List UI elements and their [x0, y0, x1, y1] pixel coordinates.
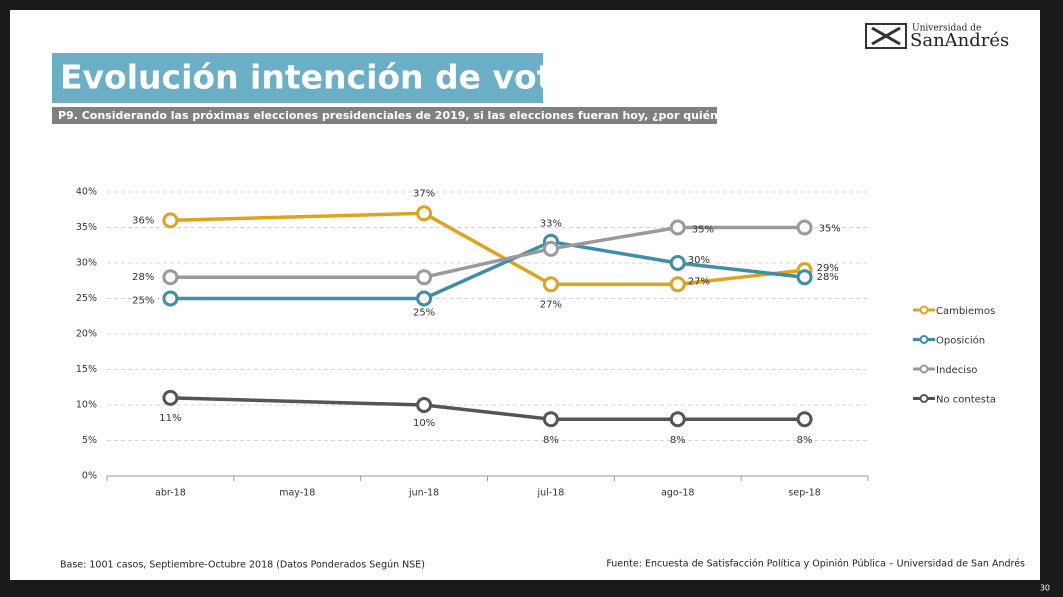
logo-line1: Universidad de	[912, 24, 981, 34]
data-label: 35%	[692, 225, 714, 236]
legend-label: No contesta	[936, 395, 996, 406]
series-line	[423, 247, 552, 279]
marker	[162, 212, 179, 229]
y-tick-label: 20%	[76, 329, 97, 340]
data-label: 35%	[819, 224, 841, 235]
y-tick-label: 35%	[76, 222, 97, 233]
legend-marker	[919, 335, 929, 344]
marker	[796, 219, 813, 236]
marker	[162, 290, 179, 307]
title: Evolución intención de voto	[60, 58, 575, 97]
marker	[542, 411, 559, 428]
data-label: 29%	[817, 263, 839, 274]
subtitle-box	[52, 107, 717, 124]
logo-mark	[865, 23, 907, 49]
data-label: 30%	[688, 255, 710, 266]
y-tick-label: 30%	[76, 258, 97, 269]
y-tick-label: 40%	[76, 187, 97, 198]
x-tick-label: sep-18	[788, 488, 820, 499]
marker	[162, 269, 179, 286]
series-line	[423, 211, 552, 286]
x-tick-label: may-18	[279, 488, 315, 499]
title-box	[52, 53, 543, 103]
data-label: 8%	[797, 435, 813, 446]
data-label: 36%	[132, 215, 154, 226]
marker	[162, 389, 179, 406]
marker	[416, 269, 433, 286]
legend-label: Cambiemos	[936, 306, 995, 317]
series-line	[170, 396, 425, 407]
subtitle: P9. Considerando las próximas elecciones…	[58, 109, 779, 122]
data-label: 25%	[132, 296, 154, 307]
y-tick-label: 0%	[82, 471, 97, 482]
y-tick-label: 5%	[82, 435, 97, 446]
data-label: 28%	[132, 272, 154, 283]
y-tick-label: 10%	[76, 400, 97, 411]
marker	[542, 240, 559, 257]
series-line	[550, 225, 679, 251]
marker	[669, 255, 686, 271]
y-tick-label: 15%	[76, 364, 97, 375]
marker	[416, 205, 433, 222]
marker	[669, 411, 686, 428]
series-line	[677, 261, 805, 279]
x-tick-label: ago-18	[661, 488, 694, 499]
marker	[416, 397, 433, 413]
data-label: 25%	[413, 308, 435, 319]
legend-label: Indeciso	[936, 365, 977, 376]
marker	[669, 276, 686, 293]
data-label: 33%	[540, 219, 562, 230]
series-line	[423, 403, 552, 421]
x-tick-label: abr-18	[155, 488, 186, 499]
legend-marker	[919, 394, 929, 403]
series-line	[423, 240, 552, 301]
footer-source: Fuente: Encuesta de Satisfacción Polític…	[606, 559, 1025, 570]
data-label: 8%	[670, 435, 686, 446]
logo-cross	[871, 26, 901, 46]
data-label: 11%	[159, 413, 181, 424]
series-line	[170, 211, 425, 223]
legend-marker	[919, 364, 929, 374]
data-label: 27%	[688, 276, 710, 287]
footer-base: Base: 1001 casos, Septiembre-Octubre 201…	[60, 560, 425, 571]
data-label: 37%	[413, 188, 435, 199]
marker	[416, 290, 433, 307]
data-label: 27%	[540, 299, 562, 310]
marker	[796, 411, 813, 428]
legend-marker	[919, 305, 929, 315]
data-label: 28%	[817, 272, 839, 283]
data-label: 8%	[543, 435, 559, 446]
page-number: 30	[1040, 584, 1050, 593]
marker	[542, 276, 559, 293]
x-tick-label: jul-18	[537, 488, 565, 499]
series-line	[677, 268, 805, 287]
marker	[669, 219, 686, 236]
marker	[796, 269, 813, 286]
legend-label: Oposición	[936, 335, 985, 347]
x-tick-label: jun-18	[408, 488, 439, 499]
y-tick-label: 25%	[76, 293, 97, 304]
data-label: 10%	[413, 418, 435, 429]
slide-bg	[10, 10, 1040, 580]
logo-line2: SanAndrés	[910, 30, 1009, 51]
